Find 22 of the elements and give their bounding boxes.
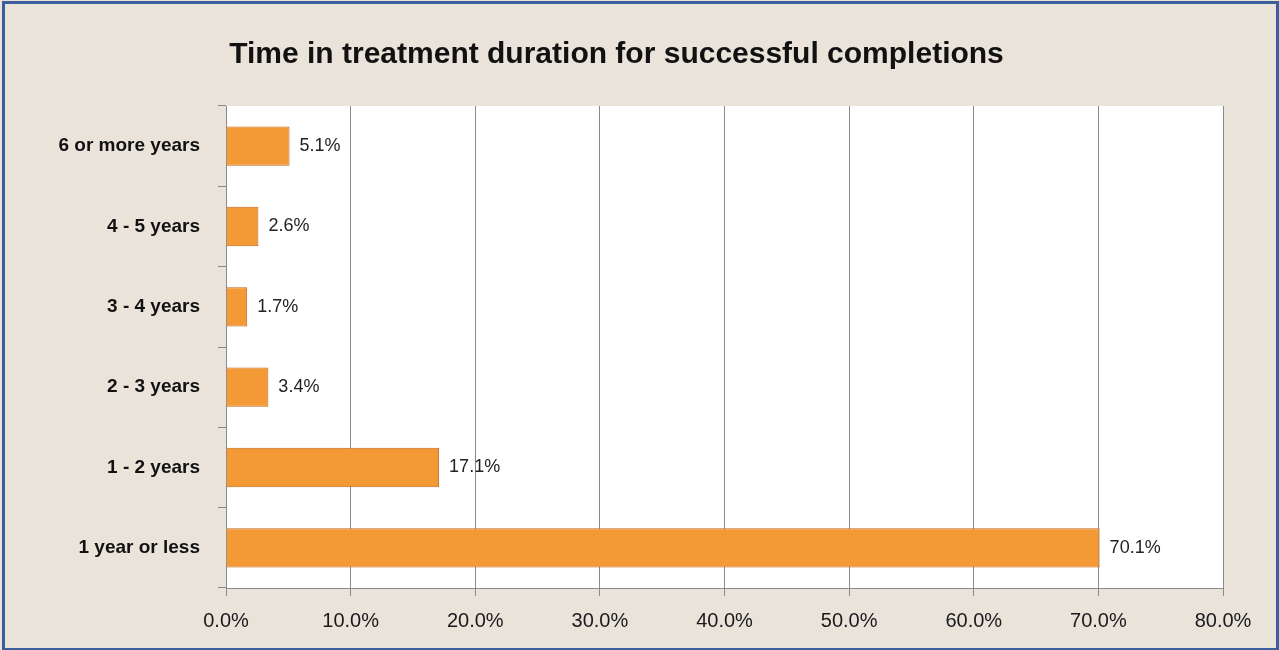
data-label: 5.1%	[299, 135, 341, 156]
y-tick-label: 6 or more years	[58, 134, 200, 156]
x-tick-label: 60.0%	[945, 608, 1003, 631]
data-label: 3.4%	[278, 376, 320, 397]
chart-title: Time in treatment duration for successful completions	[229, 36, 1004, 70]
x-tick-label: 10.0%	[322, 608, 380, 631]
x-tick-label: 30.0%	[571, 608, 629, 631]
x-tick-label: 40.0%	[696, 608, 754, 631]
x-tick-label: 80.0%	[1194, 608, 1252, 631]
data-label: 2.6%	[268, 215, 310, 236]
x-tick-label: 20.0%	[446, 608, 504, 631]
y-tick-label: 4 - 5 years	[107, 214, 200, 236]
data-label: 1.7%	[257, 295, 299, 316]
y-tick-label: 2 - 3 years	[107, 375, 200, 397]
y-tick-label: 3 - 4 years	[107, 295, 200, 317]
x-tick-label: 70.0%	[1070, 608, 1127, 631]
data-label: 17.1%	[449, 456, 501, 477]
y-tick-label: 1 year or less	[78, 536, 200, 558]
data-label: 70.1%	[1109, 536, 1161, 557]
x-tick-label: 50.0%	[820, 608, 878, 631]
x-tick-label: 0.0%	[203, 608, 250, 631]
y-tick-label: 1 - 2 years	[107, 455, 200, 477]
